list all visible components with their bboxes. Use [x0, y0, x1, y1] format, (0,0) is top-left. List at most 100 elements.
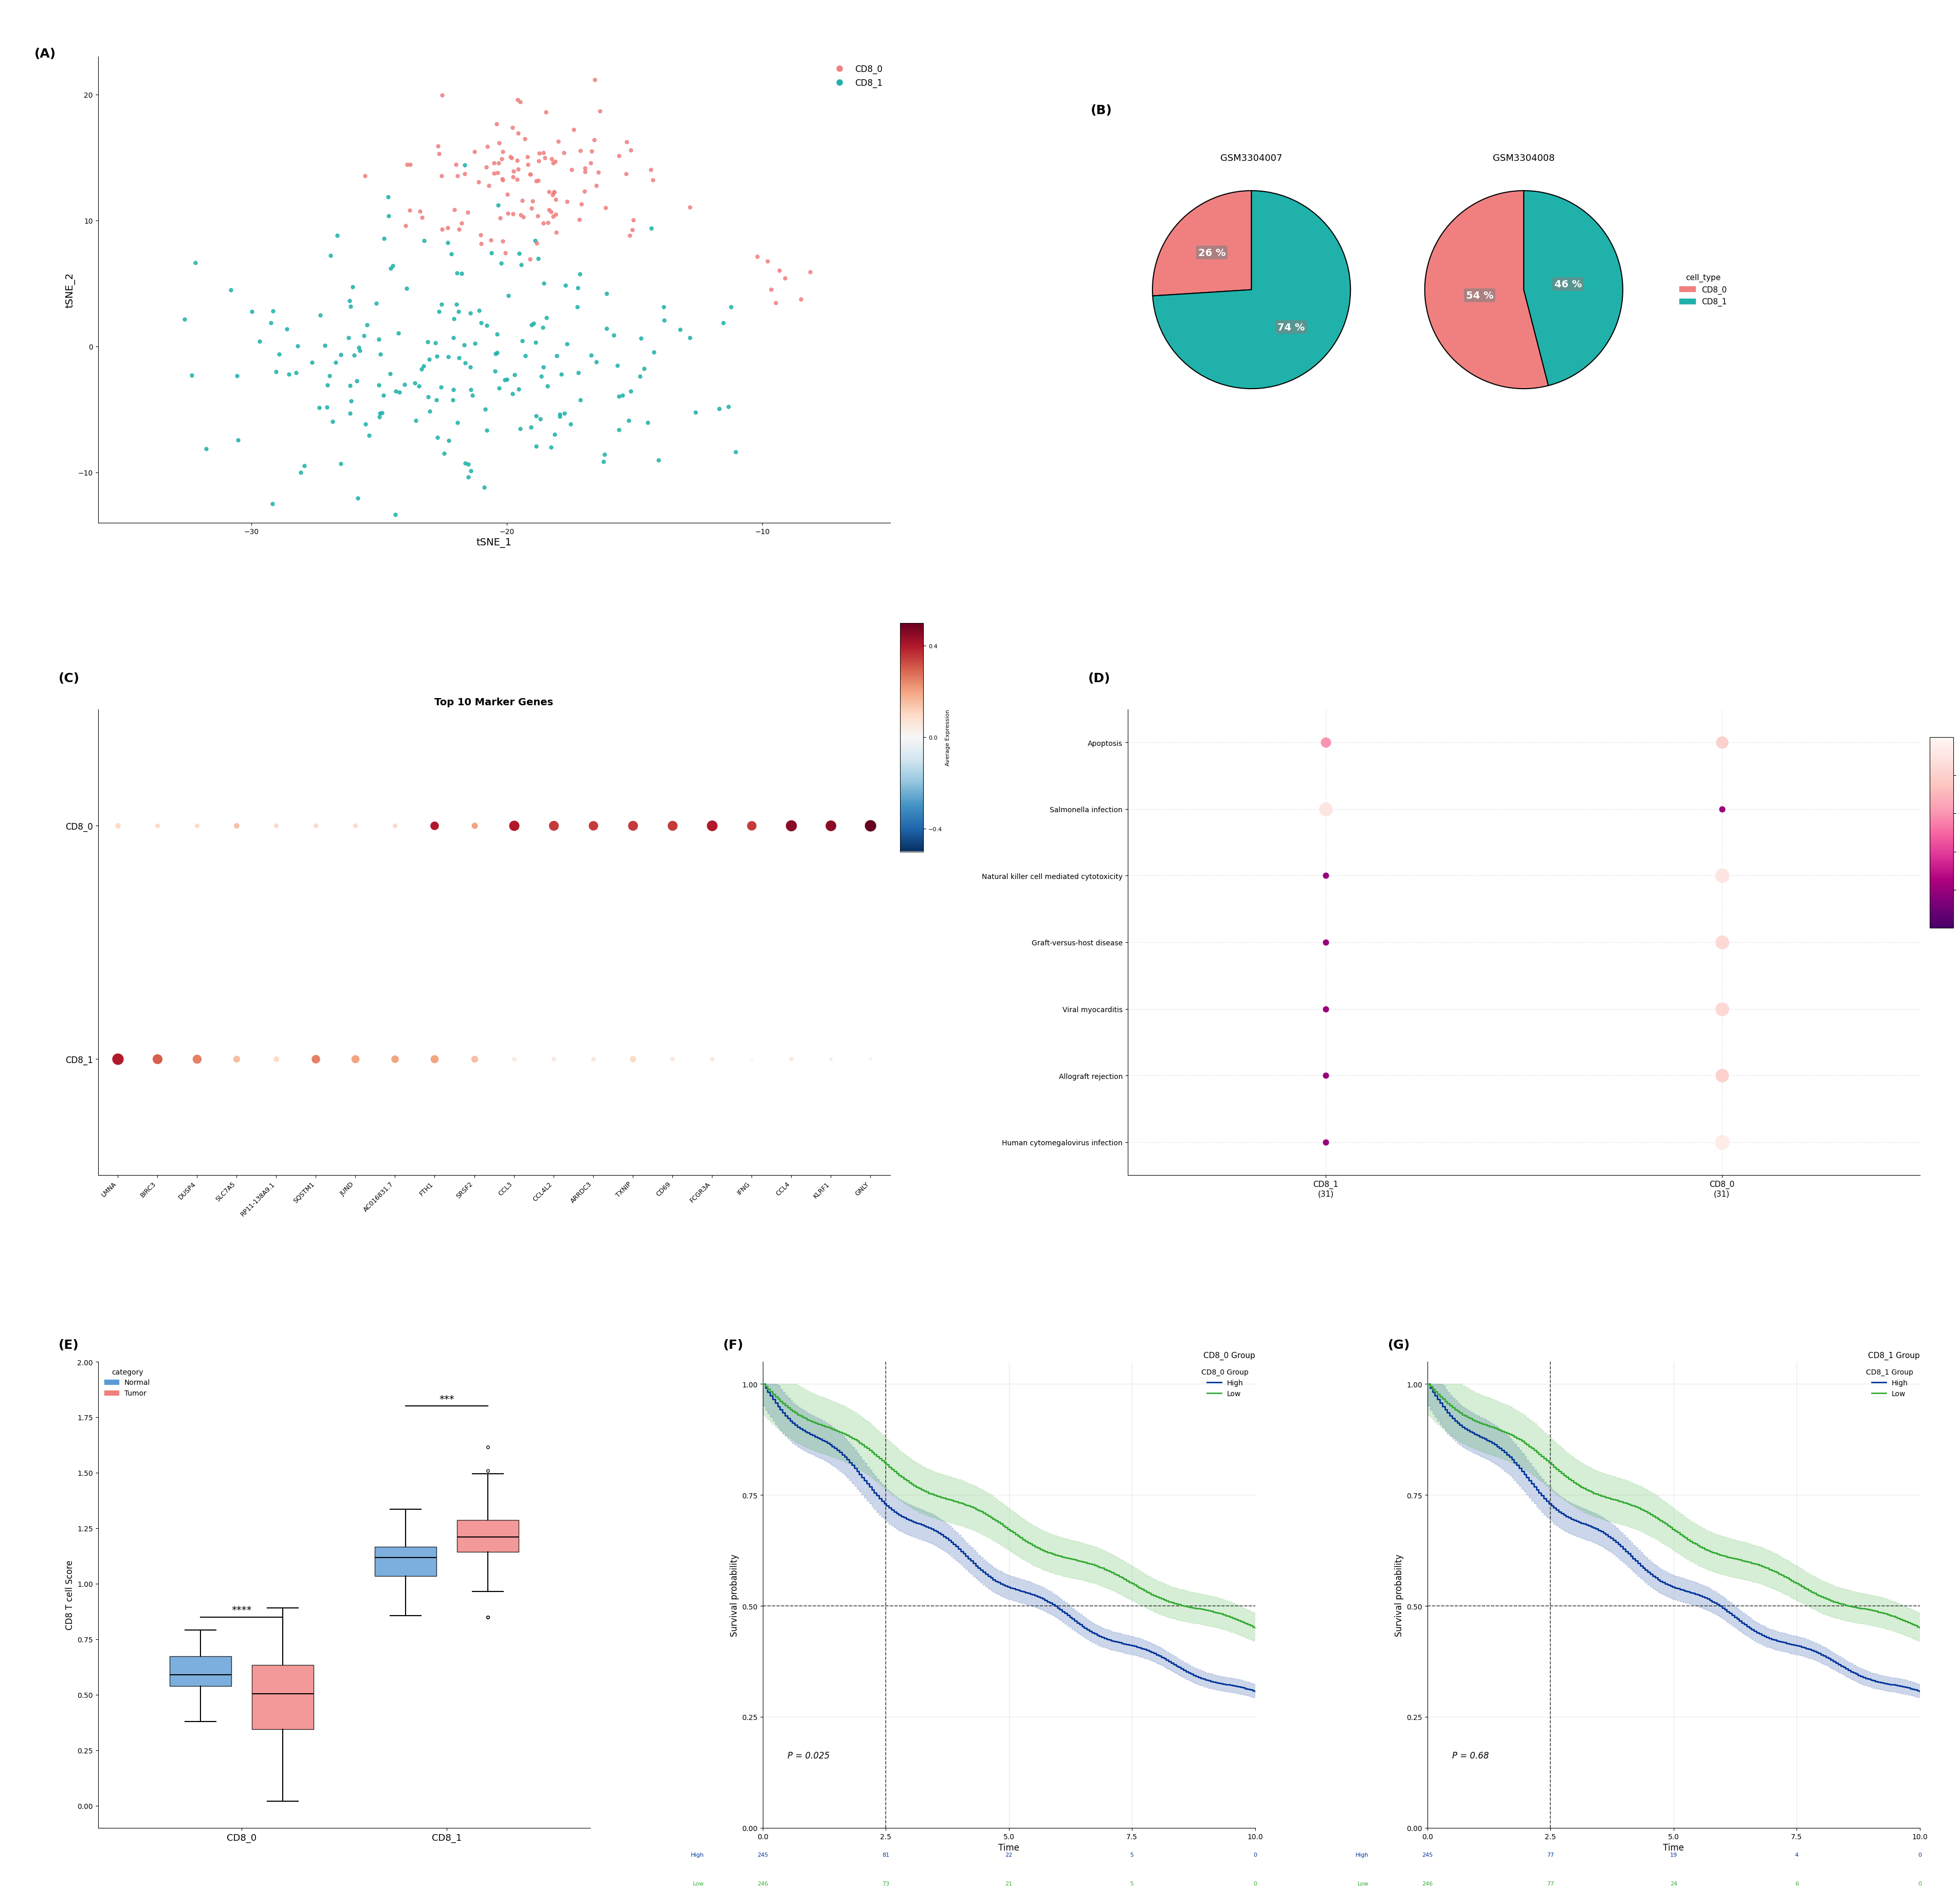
Point — [372, 202, 404, 232]
Point — [515, 160, 547, 190]
Point — [509, 124, 541, 154]
Point — [815, 811, 846, 842]
Point — [349, 162, 380, 192]
Point — [494, 280, 525, 310]
Text: 0: 0 — [1254, 1853, 1258, 1858]
Point — [413, 345, 445, 375]
High — [770, 1401, 793, 1424]
Point — [335, 371, 366, 402]
Point — [496, 143, 527, 173]
Point — [400, 367, 431, 398]
High — [1506, 1457, 1530, 1479]
Point — [1311, 1061, 1342, 1091]
Point — [713, 392, 744, 423]
Point — [674, 192, 705, 223]
Point — [490, 238, 521, 268]
Point — [221, 811, 253, 842]
Point — [376, 253, 407, 284]
Low — [1883, 1605, 1906, 1628]
Low — [750, 1373, 774, 1396]
Point — [364, 339, 396, 369]
Y-axis label: tSNE_2: tSNE_2 — [65, 272, 74, 308]
Point — [539, 147, 570, 177]
Point — [380, 377, 411, 407]
Point — [648, 293, 680, 324]
Point — [541, 185, 572, 215]
Point — [441, 407, 472, 438]
Point — [502, 145, 533, 175]
Point — [854, 1043, 885, 1074]
Point — [580, 171, 611, 202]
Point — [468, 472, 500, 503]
Text: 26 %: 26 % — [1199, 248, 1226, 257]
Line: High: High — [762, 1384, 1256, 1691]
Point — [492, 198, 523, 228]
Point — [102, 811, 133, 842]
Text: 0: 0 — [1918, 1881, 1922, 1887]
High — [1416, 1373, 1440, 1396]
Point — [433, 426, 464, 457]
Point — [335, 387, 366, 417]
Point — [554, 409, 586, 440]
Point — [576, 149, 607, 179]
Point — [476, 238, 507, 268]
Point — [786, 284, 817, 314]
Point — [502, 86, 533, 116]
Point — [482, 320, 513, 350]
Point — [486, 145, 517, 175]
Point — [372, 183, 404, 213]
Text: CD8_1 Group: CD8_1 Group — [1869, 1352, 1920, 1359]
Y-axis label: Survival probability: Survival probability — [731, 1554, 739, 1636]
Point — [102, 1043, 133, 1074]
Point — [515, 244, 547, 274]
Point — [505, 249, 537, 280]
Point — [454, 375, 486, 406]
Point — [515, 310, 547, 341]
Text: ****: **** — [231, 1605, 251, 1615]
High — [780, 1411, 803, 1434]
Point — [447, 259, 478, 289]
Point — [523, 139, 554, 169]
Point — [578, 126, 609, 156]
Point — [527, 312, 558, 343]
Point — [527, 209, 558, 240]
Point — [570, 156, 601, 187]
Point — [517, 187, 549, 217]
Point — [345, 335, 376, 366]
PathPatch shape — [253, 1666, 313, 1729]
Low — [842, 1428, 866, 1451]
Point — [511, 143, 543, 173]
Point — [486, 164, 517, 194]
Text: (E): (E) — [59, 1339, 78, 1352]
Point — [537, 149, 568, 179]
Point — [492, 179, 523, 209]
Point — [737, 1043, 768, 1074]
Text: 77: 77 — [1548, 1881, 1553, 1887]
Point — [764, 255, 795, 286]
Point — [478, 158, 509, 188]
Point — [607, 381, 639, 411]
Point — [550, 270, 582, 301]
Point — [498, 811, 529, 842]
Point — [333, 324, 364, 354]
Text: (A): (A) — [35, 48, 57, 61]
Point — [519, 227, 550, 257]
Point — [533, 208, 564, 238]
Point — [492, 366, 523, 396]
Point — [570, 152, 601, 183]
Low — [770, 1392, 793, 1415]
Point — [615, 135, 646, 166]
Point — [437, 385, 468, 415]
Point — [288, 451, 319, 482]
Point — [368, 381, 400, 411]
Low — [882, 1460, 905, 1483]
Point — [343, 333, 374, 364]
Low — [1446, 1399, 1469, 1422]
Point — [550, 187, 582, 217]
Point — [449, 447, 480, 478]
Point — [435, 240, 466, 270]
Point — [488, 514, 519, 545]
Point — [419, 327, 451, 358]
Point — [854, 811, 885, 842]
Point — [180, 248, 212, 278]
